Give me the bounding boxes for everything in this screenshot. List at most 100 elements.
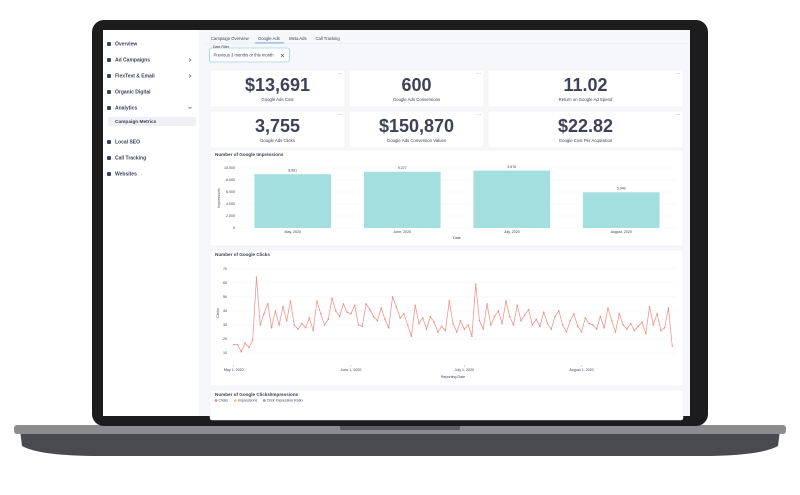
point[interactable]	[463, 328, 466, 330]
date-filter-clear[interactable]	[280, 53, 285, 58]
point[interactable]	[524, 314, 526, 316]
point[interactable]	[282, 305, 284, 308]
point[interactable]	[263, 312, 265, 315]
point[interactable]	[406, 324, 409, 326]
point[interactable]	[312, 329, 314, 332]
point[interactable]	[266, 303, 269, 305]
point[interactable]	[508, 315, 511, 318]
point[interactable]	[531, 324, 534, 326]
point[interactable]	[459, 319, 462, 322]
point[interactable]	[471, 335, 473, 337]
nav-icon[interactable]	[107, 74, 111, 78]
point[interactable]	[433, 321, 435, 323]
point[interactable]	[489, 324, 492, 326]
point[interactable]	[369, 308, 371, 311]
point[interactable]	[448, 300, 451, 302]
point[interactable]	[527, 308, 530, 311]
point[interactable]	[437, 331, 439, 333]
point[interactable]	[637, 325, 640, 328]
point[interactable]	[622, 324, 624, 326]
nav-icon[interactable]	[107, 42, 111, 46]
point[interactable]	[539, 325, 541, 328]
point[interactable]	[244, 342, 246, 344]
point[interactable]	[595, 328, 598, 330]
date-filter[interactable]	[209, 47, 290, 63]
point[interactable]	[663, 326, 666, 329]
point[interactable]	[671, 345, 674, 347]
point[interactable]	[365, 303, 367, 305]
point[interactable]	[648, 305, 651, 308]
bar[interactable]	[582, 192, 660, 228]
point[interactable]	[599, 315, 602, 318]
point[interactable]	[467, 324, 469, 326]
point[interactable]	[505, 300, 507, 302]
point[interactable]	[259, 324, 262, 326]
point[interactable]	[429, 315, 432, 318]
point[interactable]	[592, 324, 594, 326]
point[interactable]	[346, 311, 348, 314]
point[interactable]	[395, 305, 398, 308]
nav-sub-bg[interactable]	[108, 117, 196, 126]
point[interactable]	[384, 318, 386, 321]
point[interactable]	[403, 312, 405, 315]
point[interactable]	[478, 319, 481, 322]
point[interactable]	[497, 310, 500, 312]
point[interactable]	[421, 317, 424, 319]
nav-icon[interactable]	[107, 90, 111, 94]
point[interactable]	[535, 318, 537, 321]
point[interactable]	[327, 318, 330, 321]
point[interactable]	[656, 312, 658, 315]
point[interactable]	[308, 317, 311, 319]
point[interactable]	[607, 307, 609, 309]
nav-icon[interactable]	[107, 106, 111, 110]
point[interactable]	[641, 321, 643, 323]
point[interactable]	[251, 339, 254, 342]
point[interactable]	[319, 312, 322, 315]
point[interactable]	[603, 326, 605, 329]
point[interactable]	[455, 331, 458, 333]
point[interactable]	[512, 324, 515, 326]
point[interactable]	[353, 304, 356, 307]
point[interactable]	[376, 319, 379, 322]
point[interactable]	[588, 322, 590, 325]
point[interactable]	[289, 300, 292, 302]
point[interactable]	[667, 307, 670, 309]
point[interactable]	[584, 317, 587, 319]
point[interactable]	[232, 343, 235, 346]
point[interactable]	[357, 324, 360, 326]
point[interactable]	[501, 322, 503, 325]
point[interactable]	[304, 326, 307, 329]
point[interactable]	[558, 310, 560, 312]
point[interactable]	[387, 326, 390, 329]
point[interactable]	[285, 319, 288, 322]
point[interactable]	[414, 304, 417, 307]
point[interactable]	[440, 325, 443, 328]
point[interactable]	[614, 331, 617, 333]
point[interactable]	[660, 329, 662, 332]
point[interactable]	[338, 315, 341, 318]
point[interactable]	[418, 322, 420, 325]
point[interactable]	[372, 315, 375, 318]
point[interactable]	[316, 300, 318, 302]
point[interactable]	[516, 304, 519, 307]
point[interactable]	[297, 328, 299, 330]
point[interactable]	[561, 324, 564, 326]
point[interactable]	[391, 296, 394, 298]
point[interactable]	[550, 328, 553, 330]
point[interactable]	[652, 324, 655, 326]
tab[interactable]: Google Ads	[258, 36, 280, 41]
point[interactable]	[342, 303, 345, 305]
point[interactable]	[323, 324, 326, 326]
nav-icon[interactable]	[107, 58, 111, 62]
point[interactable]	[444, 329, 447, 332]
bar[interactable]	[473, 170, 551, 228]
point[interactable]	[520, 319, 522, 322]
nav-icon[interactable]	[107, 172, 111, 176]
point[interactable]	[486, 303, 488, 305]
point[interactable]	[361, 325, 364, 328]
point[interactable]	[236, 343, 239, 346]
tab[interactable]: Campaign Overview	[211, 36, 250, 41]
point[interactable]	[629, 322, 632, 325]
point[interactable]	[380, 307, 382, 309]
point[interactable]	[410, 335, 413, 337]
